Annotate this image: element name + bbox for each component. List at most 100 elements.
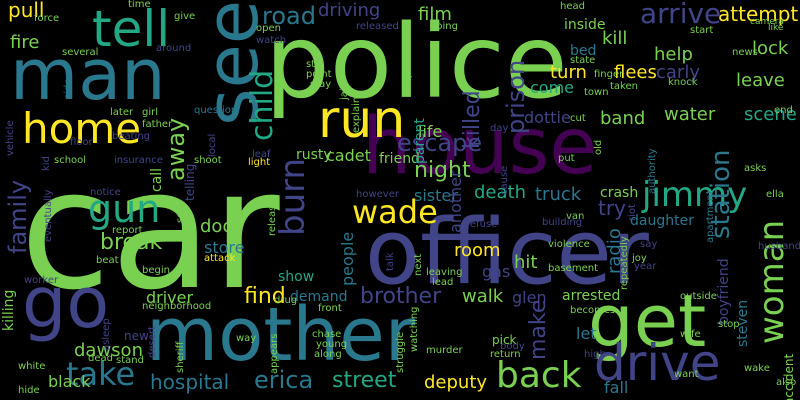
word-turn: turn	[550, 62, 587, 83]
word-day: day	[490, 123, 509, 134]
word-apartment: apartment	[705, 190, 716, 243]
word-beating: beating	[112, 131, 151, 142]
word-arrested: arrested	[562, 288, 621, 304]
word-let: let	[576, 324, 597, 343]
word-cut: cut	[570, 113, 586, 124]
word-state: state	[570, 55, 596, 66]
word-lead: lead	[432, 277, 454, 288]
word-body: body	[500, 341, 525, 352]
word-road: road	[262, 2, 316, 30]
word-fire: fire	[10, 32, 40, 53]
word-room: room	[454, 240, 501, 261]
word-husband: husband	[758, 241, 800, 252]
word-mother: mother	[146, 292, 416, 378]
word-head: head	[560, 1, 585, 12]
word-stay: stay	[310, 79, 332, 90]
word-watch: watch	[256, 35, 287, 46]
word-return: return	[490, 349, 521, 360]
word-run: run	[318, 90, 406, 150]
word-arrive: arrive	[640, 0, 722, 30]
word-take: take	[66, 355, 136, 393]
word-killed: killed	[460, 90, 485, 149]
word-ella: ella	[766, 189, 784, 200]
word-street: street	[332, 368, 397, 393]
word-glen: glen	[512, 288, 547, 307]
word-get: get	[588, 279, 707, 363]
word-insurance: insurance	[114, 155, 163, 166]
word-force: force	[34, 13, 60, 24]
word-becomes: becomes	[570, 305, 616, 316]
word-cause: cause	[499, 165, 510, 195]
word-asks: asks	[744, 163, 767, 174]
word-boyfriend: boyfriend	[716, 258, 732, 325]
word-store: store	[204, 238, 245, 257]
word-report: report	[112, 225, 143, 236]
word-neighborhood: neighborhood	[142, 301, 212, 312]
word-around: around	[156, 43, 192, 54]
word-kid: kid	[41, 156, 52, 171]
word-violence: violence	[548, 239, 590, 250]
word-worker: worker	[24, 275, 59, 286]
word-flees: flees	[614, 62, 657, 83]
word-beat: beat	[96, 255, 119, 266]
word-inside: inside	[564, 17, 606, 33]
word-way: way	[236, 333, 257, 344]
word-leaving: leaving	[426, 267, 463, 278]
word-later: later	[110, 107, 134, 118]
word-lock: lock	[752, 38, 789, 59]
word-jimmy: jimmy	[642, 175, 748, 215]
word-deputy: deputy	[424, 372, 488, 393]
word-pull: pull	[8, 0, 45, 22]
word-friend: friend	[379, 151, 420, 167]
word-refuse: refuse	[466, 219, 498, 230]
word-try: try	[598, 196, 626, 220]
word-camera: camera	[750, 17, 784, 27]
word-stand: stand	[116, 355, 144, 366]
word-come: come	[530, 78, 575, 97]
word-town: town	[584, 87, 609, 98]
word-night: night	[414, 158, 471, 183]
word-question: question	[194, 105, 238, 116]
word-parent: parent	[412, 118, 428, 164]
word-people: people	[338, 231, 357, 286]
word-another: another	[446, 170, 465, 233]
word-local: local	[207, 133, 218, 157]
word-film: film	[418, 4, 452, 25]
word-year: year	[634, 261, 657, 272]
word-eventually: eventually	[43, 189, 54, 242]
word-escape: escape	[397, 129, 483, 157]
word-killing: killing	[1, 289, 17, 331]
word-start: start	[690, 25, 714, 36]
word-released: released	[356, 21, 399, 32]
word-rusty: rusty	[296, 147, 332, 163]
word-show: show	[278, 269, 315, 285]
word-wife: wife	[680, 329, 701, 340]
word-attempt: attempt	[718, 2, 799, 26]
word-shoot: shoot	[194, 155, 222, 166]
word-kill: kill	[602, 28, 628, 49]
word-bed: bed	[570, 43, 597, 59]
word-death: death	[474, 182, 526, 203]
word-life: life	[418, 122, 443, 141]
word-demand: demand	[290, 289, 348, 305]
word-hit: hit	[514, 252, 538, 273]
word-young: young	[316, 339, 348, 350]
word-brother: brother	[360, 284, 442, 309]
word-leave: leave	[736, 70, 785, 91]
word-basement: basement	[548, 263, 598, 274]
word-explains: explains	[351, 91, 362, 133]
word-car: car	[20, 134, 280, 326]
word-begin: begin	[142, 265, 170, 276]
word-police: police	[265, 3, 568, 122]
word-door: door	[200, 216, 241, 237]
word-girl: girl	[142, 107, 159, 118]
word-several: several	[62, 47, 99, 58]
word-pick: pick	[492, 333, 517, 347]
word-woman: woman	[752, 219, 792, 344]
word-going: going	[430, 21, 458, 32]
word-officer: officer	[365, 200, 649, 305]
word-open: open	[256, 23, 281, 34]
word-sister: sister	[414, 186, 458, 205]
word-however: however	[356, 189, 399, 200]
word-telling: telling	[183, 163, 197, 201]
